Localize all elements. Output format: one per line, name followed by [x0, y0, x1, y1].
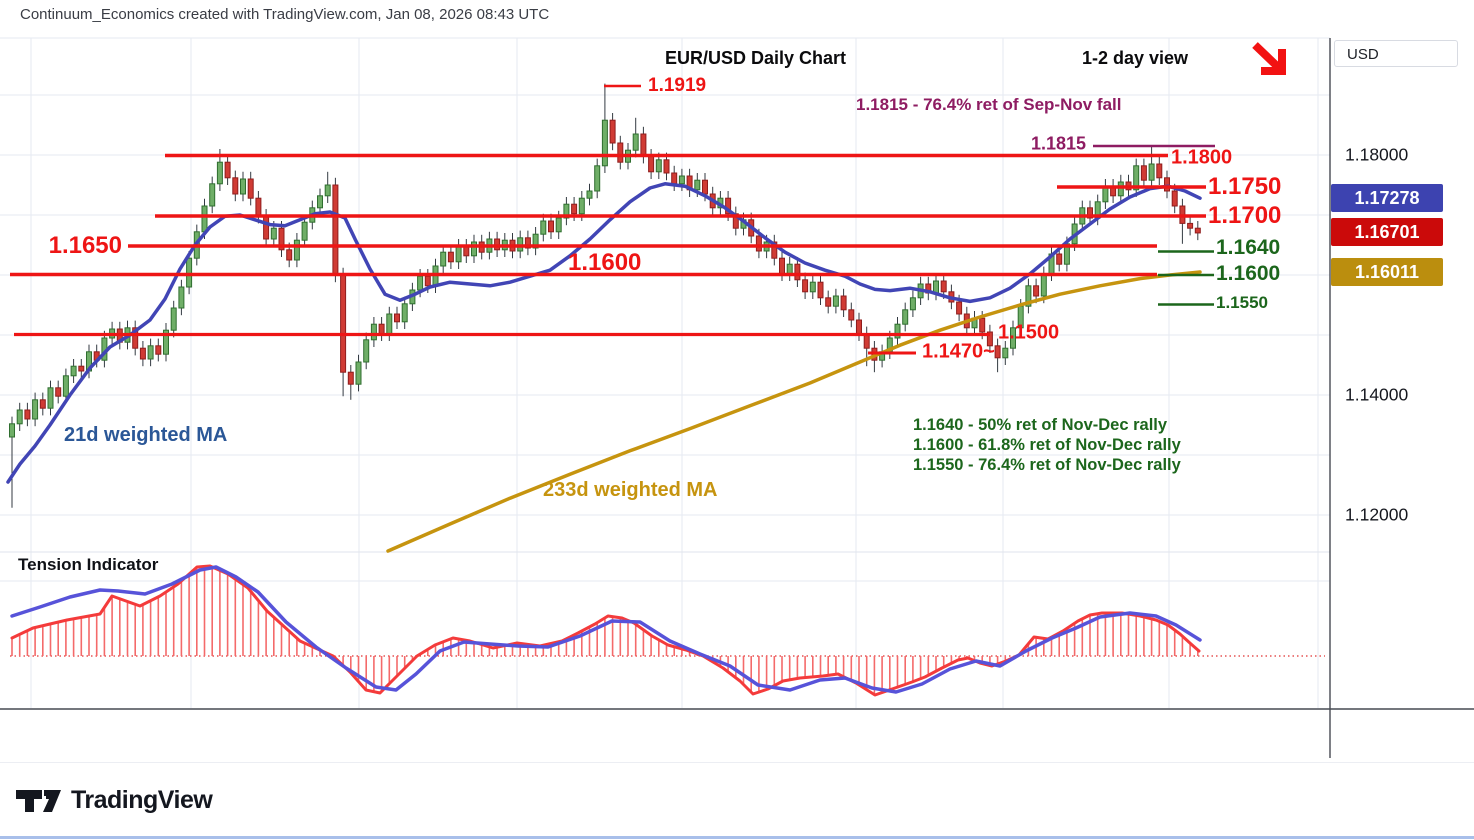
attribution-text: Continuum_Economics created with Trading…	[20, 6, 550, 23]
divider	[0, 762, 1474, 763]
tradingview-logo-icon	[16, 789, 61, 812]
currency-button[interactable]: USD	[1334, 40, 1458, 67]
tradingview-logo-text: TradingView	[71, 786, 213, 814]
bottom-scroll-strip	[0, 836, 1474, 839]
time-axis[interactable]: JunJulAugSepOctNovDec2026Fe	[0, 710, 1330, 758]
tradingview-logo[interactable]: TradingView	[15, 786, 213, 815]
